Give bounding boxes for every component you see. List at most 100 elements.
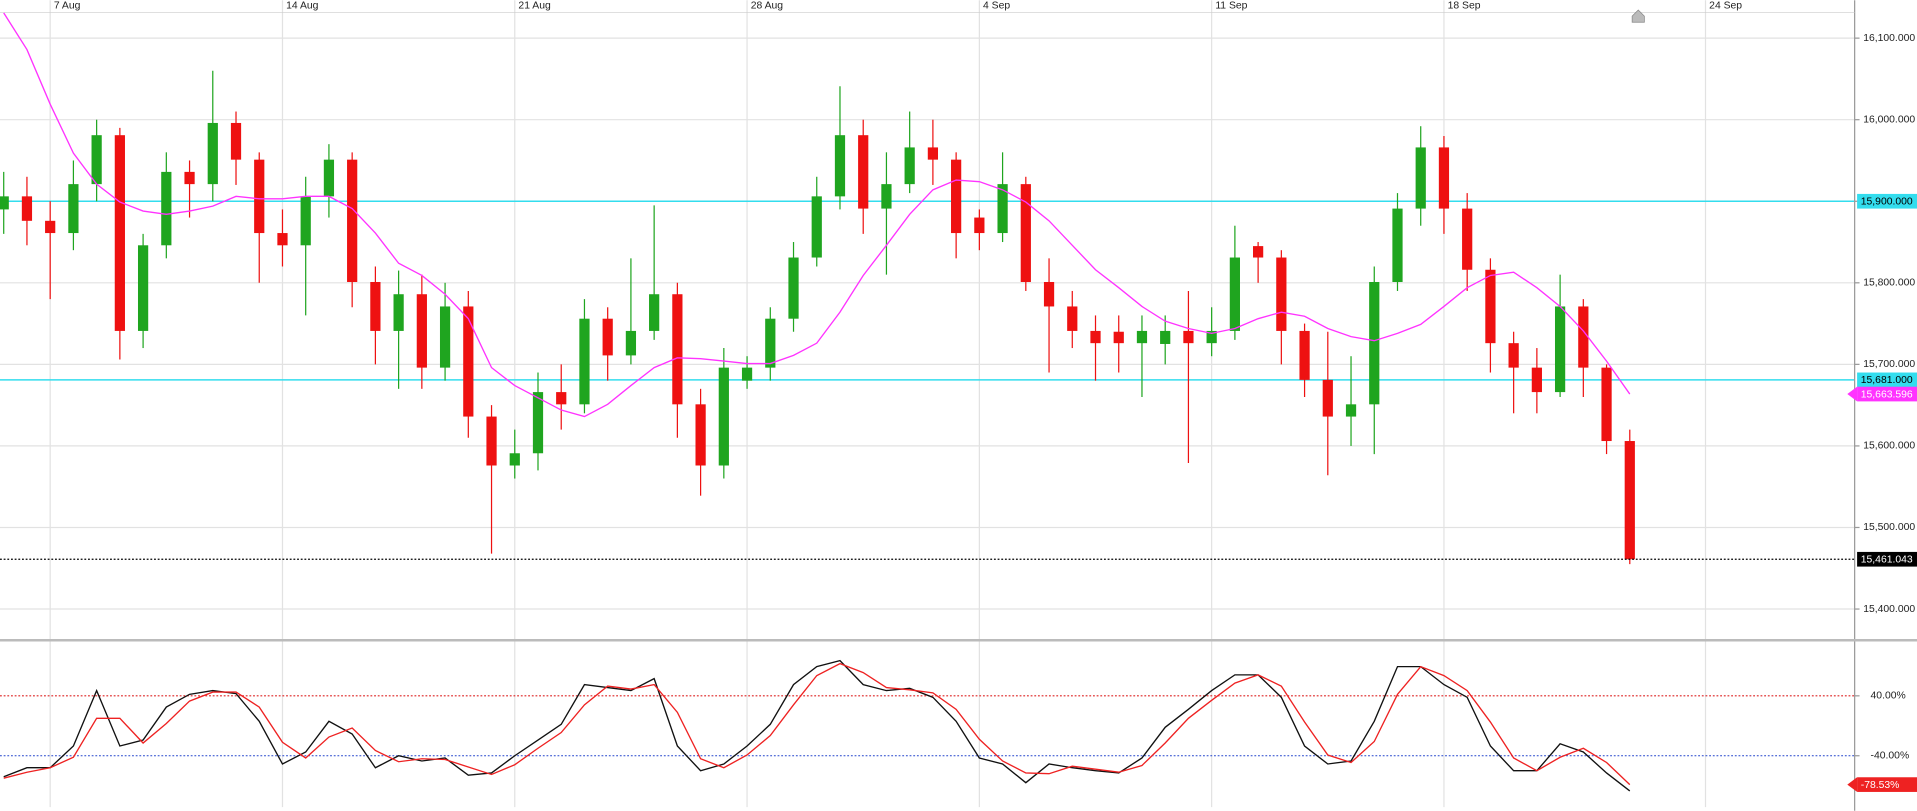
x-tick-label: 18 Sep [1448,0,1481,11]
candle-body [1113,331,1124,344]
candle-body [997,184,1008,234]
candle-body [45,220,56,234]
candle-body [1624,441,1635,560]
tag-box [1857,372,1917,388]
candle-body [1415,147,1426,209]
candle-body [1067,306,1078,331]
candle-body [370,281,381,331]
candle-body [1438,147,1450,209]
candle-body [1160,330,1171,344]
candle-body [393,294,404,331]
candle-body [1183,330,1194,344]
candle-body [323,159,335,197]
candle-body [1369,281,1380,405]
candle-body [509,453,520,466]
candle-body [695,404,706,466]
marks [0,12,1855,792]
candle-body [1485,269,1496,344]
tags: 15,900.000 15,681.000 15,663.596 15,461.043… [1847,193,1917,792]
tag-box [1857,777,1917,792]
candle-body [1276,257,1287,331]
candle-body [974,217,985,234]
tag-label: -78.53% [1861,780,1900,791]
scroll-marker[interactable] [1631,9,1645,23]
tag-label: 15,663.596 [1861,389,1913,400]
candle-body [300,196,311,246]
candle-body [68,184,79,234]
candle-body [1392,208,1403,282]
tag-box [1857,551,1917,567]
y-tick-label: 15,700.000 [1863,359,1915,370]
tag-label: 15,681.000 [1861,375,1913,386]
x-tick-label: 4 Sep [983,0,1010,11]
candle-body [765,318,776,368]
candle-body [532,392,544,454]
candle-body [1601,367,1612,442]
y-tick-label: 15,800.000 [1863,278,1915,289]
tag-arrow [1847,386,1858,402]
candle-body [834,135,846,197]
candle-body [1531,367,1542,393]
moving-average [3,12,1631,418]
candle-body [161,171,172,246]
oscillator-line [3,662,1631,786]
candle-body [904,147,915,185]
x-tick-label: 7 Aug [54,0,81,11]
candle-body [1043,281,1055,307]
candle-body [579,318,590,405]
candle-body [672,294,683,405]
candle-body [1136,330,1148,344]
candle-body [207,122,218,185]
candle-body [1578,306,1589,368]
y-tick-label: 16,000.000 [1863,114,1915,125]
tag-box [1857,386,1917,402]
candle-body [21,196,33,221]
candle-body [486,416,497,466]
candle-body [1554,306,1566,393]
candle-body [741,367,753,381]
tag-label: 15,900.000 [1861,197,1913,208]
candle-body [439,306,451,368]
candle-body [1322,379,1333,417]
candle-body [137,245,149,331]
oscillator-line [3,659,1631,792]
candle-body [416,294,427,368]
candle-body [1345,404,1357,417]
candle-body [881,184,892,209]
candle-body [463,306,474,417]
y-tick-label: 15,500.000 [1863,522,1915,533]
candle-body [718,367,729,466]
candle-body [602,318,613,356]
y-tick-label: -40.00% [1871,750,1910,761]
candle-body [1299,330,1310,380]
candle-body [649,294,660,331]
candle-body [1253,246,1264,258]
y-tick-label: 16,100.000 [1863,33,1915,44]
candle-body [184,171,195,185]
candle-body [114,135,125,331]
x-tick-label: 28 Aug [751,0,784,11]
x-tick-label: 14 Aug [286,0,319,11]
candle-body [1206,330,1217,344]
candle-body [1462,208,1473,270]
tag-label: 15,461.043 [1861,555,1913,566]
x-tick-label: 21 Aug [518,0,551,11]
candle-body [347,159,358,282]
y-tick-label: 15,400.000 [1863,604,1915,615]
y-tick-label: 40.00% [1871,691,1906,702]
candle-body [1020,184,1031,282]
x-tick-label: 11 Sep [1215,0,1247,11]
candle-body [811,196,822,258]
tag-arrow [1847,777,1858,792]
y-tick-label: 15,600.000 [1863,441,1915,452]
candle-body [1229,257,1240,331]
candle-body [91,135,102,185]
candle-body [625,330,637,356]
candle-body [1508,343,1519,368]
candle-body [230,122,242,160]
candle-body [1090,330,1101,344]
candle-body [858,135,869,209]
candle-body [927,147,939,160]
